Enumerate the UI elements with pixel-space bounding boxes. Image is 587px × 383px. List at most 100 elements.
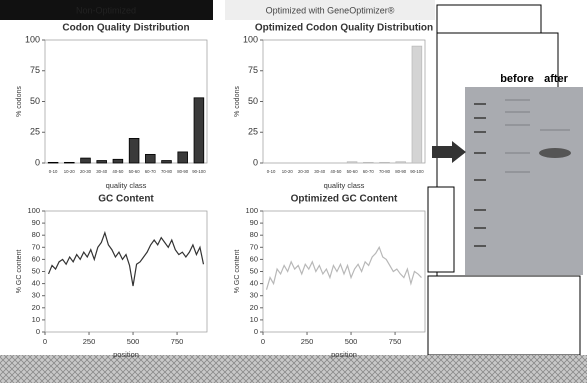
y-tick-label: 50 <box>250 266 258 275</box>
x-tick-label: 20-30 <box>298 169 310 174</box>
bar <box>194 98 204 163</box>
y-tick-label: 75 <box>30 65 40 75</box>
y-tick-label: 10 <box>32 315 40 324</box>
x-tick-label: 0-10 <box>49 169 58 174</box>
y-tick-label: 25 <box>30 127 40 137</box>
bar <box>363 162 373 163</box>
y-tick-label: 0 <box>253 157 258 167</box>
y-tick-label: 80 <box>32 230 40 239</box>
y-tick-label: 50 <box>32 266 40 275</box>
x-tick-label: 70-80 <box>379 169 391 174</box>
bar <box>396 162 406 163</box>
y-tick-label: 0 <box>254 327 258 336</box>
y-tick-label: 40 <box>250 279 258 288</box>
y-tick-label: 70 <box>250 242 258 251</box>
y-tick-label: 100 <box>25 34 40 44</box>
chart-title: GC Content <box>98 194 154 205</box>
x-tick-label: 50-60 <box>347 169 359 174</box>
line-series <box>49 233 204 286</box>
y-axis-label: % GC content <box>234 250 241 294</box>
x-tick-label: 250 <box>301 337 314 346</box>
x-tick-label: 0 <box>261 337 265 346</box>
bar <box>178 152 188 163</box>
y-tick-label: 40 <box>32 279 40 288</box>
line-series <box>267 247 422 289</box>
bar <box>347 162 357 163</box>
x-tick-label: 250 <box>83 337 96 346</box>
bar <box>81 158 91 163</box>
gel-band-strong <box>539 148 571 158</box>
x-tick-label: 10-20 <box>282 169 294 174</box>
y-tick-label: 90 <box>32 218 40 227</box>
x-axis-label: position <box>331 350 357 359</box>
x-tick-label: 90-100 <box>410 169 424 174</box>
x-tick-label: 60-70 <box>363 169 375 174</box>
box <box>428 276 580 355</box>
y-tick-label: 70 <box>32 242 40 251</box>
y-tick-label: 25 <box>248 127 258 137</box>
y-tick-label: 100 <box>27 206 40 215</box>
y-tick-label: 0 <box>35 157 40 167</box>
x-tick-label: 50-60 <box>129 169 141 174</box>
x-tick-label: 500 <box>345 337 358 346</box>
chart-title: Optimized Codon Quality Distribution <box>255 23 433 34</box>
bar <box>129 138 139 163</box>
x-tick-label: 80-90 <box>395 169 407 174</box>
x-tick-label: 60-70 <box>145 169 157 174</box>
x-tick-label: 40-50 <box>330 169 342 174</box>
x-tick-label: 30-40 <box>314 169 326 174</box>
plot-frame <box>45 211 207 332</box>
x-tick-label: 80-90 <box>177 169 189 174</box>
y-tick-label: 0 <box>36 327 40 336</box>
y-axis-label: % GC content <box>16 250 23 294</box>
y-tick-label: 60 <box>250 254 258 263</box>
chart-title: Optimized GC Content <box>291 194 398 205</box>
bar <box>380 162 390 163</box>
x-tick-label: 40-50 <box>112 169 124 174</box>
plot-frame <box>263 40 425 163</box>
chart-title: Codon Quality Distribution <box>62 23 189 34</box>
x-tick-label: 10-20 <box>64 169 76 174</box>
x-tick-label: 90-100 <box>192 169 206 174</box>
y-tick-label: 80 <box>250 230 258 239</box>
figure: Non-Optimized Optimized with GeneOptimiz… <box>0 0 587 383</box>
bar <box>48 162 58 163</box>
x-axis-label: position <box>113 350 139 359</box>
bar <box>97 161 107 163</box>
header: Non-Optimized <box>76 5 136 15</box>
x-tick-label: 30-40 <box>96 169 108 174</box>
gel-label: before <box>500 73 534 85</box>
box <box>428 187 454 272</box>
bar <box>412 46 422 163</box>
y-tick-label: 50 <box>248 96 258 106</box>
x-tick-label: 750 <box>389 337 402 346</box>
x-tick-label: 0 <box>43 337 47 346</box>
y-tick-label: 50 <box>30 96 40 106</box>
y-tick-label: 10 <box>250 315 258 324</box>
x-tick-label: 750 <box>171 337 184 346</box>
plot-frame <box>45 40 207 163</box>
x-tick-label: 70-80 <box>161 169 173 174</box>
footer-strip <box>0 355 587 383</box>
bar <box>162 161 172 163</box>
y-tick-label: 100 <box>243 34 258 44</box>
y-tick-label: 30 <box>250 291 258 300</box>
x-tick-label: 0-10 <box>267 169 276 174</box>
y-tick-label: 20 <box>250 303 258 312</box>
y-axis-label: % codons <box>234 86 241 117</box>
y-tick-label: 20 <box>32 303 40 312</box>
y-tick-label: 100 <box>245 206 258 215</box>
y-axis-label: % codons <box>16 86 23 117</box>
x-axis-label: quality class <box>324 181 365 190</box>
x-tick-label: 500 <box>127 337 140 346</box>
header: Optimized with GeneOptimizer® <box>266 5 395 15</box>
y-tick-label: 30 <box>32 291 40 300</box>
y-tick-label: 60 <box>32 254 40 263</box>
x-tick-label: 20-30 <box>80 169 92 174</box>
gel-label: after <box>544 73 569 85</box>
y-tick-label: 90 <box>250 218 258 227</box>
bar <box>145 154 155 163</box>
y-tick-label: 75 <box>248 65 258 75</box>
bar <box>113 159 123 163</box>
x-axis-label: quality class <box>106 181 147 190</box>
